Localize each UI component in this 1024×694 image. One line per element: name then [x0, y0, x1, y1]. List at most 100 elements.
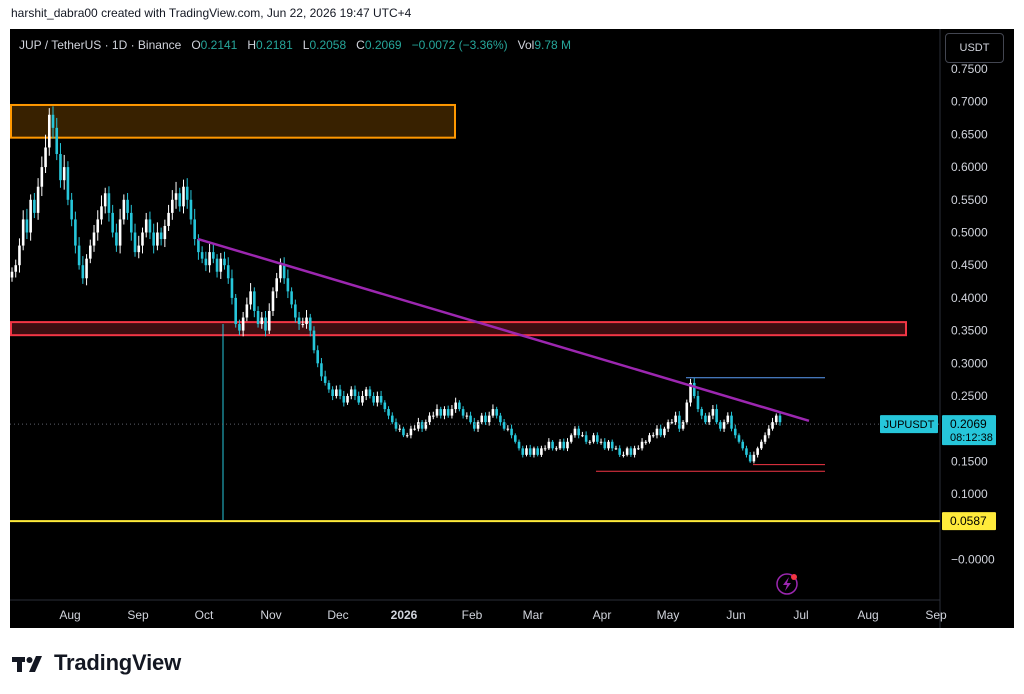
descending-trendline[interactable]	[197, 237, 810, 423]
candle-body	[215, 258, 219, 272]
legend-symbol[interactable]: JUP / TetherUS · 1D · Binance	[19, 38, 182, 52]
candle-body	[197, 239, 200, 253]
candle-body	[342, 396, 346, 403]
candle-body	[469, 415, 472, 423]
candle-body	[506, 428, 510, 430]
candle-body	[327, 382, 331, 390]
candle-body	[88, 245, 92, 259]
y-tick-label: 0.5500	[951, 193, 988, 207]
x-tick-label: Aug	[857, 608, 878, 622]
chart-panel[interactable]: 0.7500 0.7000 0.6500 0.6000 0.5500 0.5000 0.45…	[10, 29, 1014, 628]
candle-body	[439, 409, 443, 416]
candle-body	[484, 415, 487, 423]
x-tick-label: Jun	[726, 608, 745, 622]
candle-body	[290, 291, 293, 305]
candle-body	[696, 396, 700, 410]
legend-high-value: 0.2181	[256, 38, 293, 52]
x-tick-label: May	[657, 608, 680, 622]
candle-body	[681, 422, 685, 429]
candle-body	[163, 225, 167, 240]
candle-body	[700, 409, 704, 416]
candle-body	[622, 454, 625, 456]
candle-body	[368, 389, 372, 396]
candle-body	[357, 396, 361, 403]
legend-low-label: L	[302, 38, 310, 52]
support-level-label: 0.0587	[950, 514, 987, 528]
candle-body	[238, 324, 241, 331]
candle-body	[200, 252, 204, 259]
candle-body	[156, 232, 159, 246]
candle-body	[33, 199, 36, 213]
last-price-badge[interactable]	[942, 415, 996, 446]
candle-body	[450, 409, 454, 416]
candle-body	[532, 448, 536, 455]
candle-body	[655, 428, 659, 436]
candle-body	[390, 415, 394, 423]
candle-body	[685, 402, 689, 423]
y-tick-label: 0.3500	[951, 324, 988, 338]
candle-body	[282, 265, 286, 279]
candle-body	[417, 422, 420, 429]
candle-body	[610, 441, 614, 449]
candle-body	[174, 193, 178, 200]
candle-body	[752, 454, 756, 462]
candle-body	[152, 232, 155, 246]
x-tick-label: Sep	[925, 608, 947, 622]
candle-body	[726, 415, 730, 423]
candle-body	[476, 422, 480, 429]
candle-body	[74, 219, 77, 246]
legend-volume-label: Vol	[517, 38, 535, 52]
candle-body	[338, 389, 342, 396]
symbol-badge-label: JUPUSDT	[884, 419, 935, 431]
candle-body	[472, 422, 476, 429]
support-level-badge[interactable]	[942, 512, 996, 531]
candle-body	[312, 330, 316, 351]
candle-body	[21, 219, 25, 246]
currency-button[interactable]: USDT	[945, 33, 1004, 63]
x-tick-label: Nov	[260, 608, 281, 622]
candle-body	[193, 219, 196, 240]
candle-body	[577, 428, 580, 436]
candle-body	[204, 258, 208, 266]
alert-bolt-glyph	[783, 577, 791, 591]
tradingview-logo[interactable]: TradingView	[12, 650, 181, 676]
candle-body	[286, 278, 290, 292]
supply-zone[interactable]	[10, 103, 456, 139]
candle-body	[547, 441, 551, 449]
candle-body	[722, 422, 726, 429]
candle-body	[540, 448, 543, 455]
candle-body	[133, 232, 137, 253]
x-tick-label: Aug	[59, 608, 80, 622]
candle-body	[692, 382, 696, 396]
resistance-zone[interactable]	[10, 321, 907, 337]
x-tick-label: Apr	[593, 608, 612, 622]
candle-body	[405, 435, 409, 437]
x-tick-label: Mar	[523, 608, 544, 622]
candle-body	[517, 441, 521, 449]
candle-body	[730, 415, 733, 429]
alert-bolt-icon[interactable]	[776, 573, 798, 595]
candle-body	[264, 317, 267, 331]
candle-body	[103, 193, 107, 207]
candle-body	[555, 448, 558, 450]
candle-body	[387, 409, 390, 416]
candle-body	[346, 396, 349, 403]
candle-body	[767, 428, 771, 436]
legend-volume-value: 9.78 M	[534, 38, 572, 52]
candle-body	[651, 435, 655, 437]
x-tick-label: Jul	[793, 608, 808, 622]
candle-body	[118, 219, 122, 246]
price-chart[interactable]: 0.7500 0.7000 0.6500 0.6000 0.5500 0.5000 0.45…	[10, 29, 1014, 628]
tradingview-logo-icon	[12, 656, 42, 672]
candle-body	[443, 409, 446, 416]
candle-body	[629, 448, 633, 455]
candle-body	[525, 448, 528, 455]
candle-body	[640, 441, 644, 449]
candle-body	[592, 435, 595, 442]
candle-body	[480, 415, 484, 423]
candle-body	[111, 212, 114, 233]
candle-body	[335, 389, 338, 396]
candle-body	[66, 167, 70, 200]
candle-body	[376, 396, 379, 403]
alert-dot	[791, 574, 797, 580]
